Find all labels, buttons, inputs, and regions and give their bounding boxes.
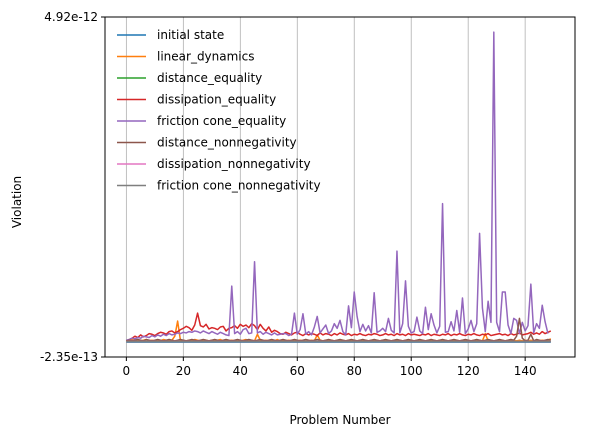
x-axis-ticks: 0 20 40 60 80 100 120 140 [123,357,537,378]
x-tick-label: 0 [123,364,131,378]
y-axis-ticks: -2.35e-13 4.92e-12 [40,10,105,364]
y-tick-label: 4.92e-12 [44,10,98,24]
plot-frame [104,16,576,358]
legend-label-friction-cone-equality: friction cone_equality [157,114,286,128]
x-tick-label: 40 [233,364,248,378]
legend-label-distance-nonnegativity: distance_nonnegativity [157,136,297,150]
x-tick-label: 100 [400,364,423,378]
legend-label-distance-equality: distance_equality [157,71,262,85]
grid-lines [125,17,526,357]
x-tick-label: 120 [457,364,480,378]
legend-label-linear-dynamics: linear_dynamics [157,50,255,64]
x-tick-label: 20 [176,364,191,378]
legend-label-friction-cone-nonnegativity: friction cone_nonnegativity [157,179,321,193]
series-lines [126,31,552,343]
legend-label-initial-state: initial state [157,28,224,42]
legend-label-dissipation-nonnegativity: dissipation_nonnegativity [157,157,311,171]
series-line-friction-cone-equality [126,31,549,341]
x-tick-label: 60 [290,364,305,378]
y-axis-label: Violation [10,176,24,228]
x-tick-label: 80 [347,364,362,378]
series-line-dissipation-equality [126,312,552,342]
legend: initial state linear_dynamics distance_equ… [117,28,321,193]
legend-label-dissipation-equality: dissipation_equality [157,93,276,107]
y-tick-label: -2.35e-13 [40,350,98,364]
x-tick-label: 140 [514,364,537,378]
x-axis-label: Problem Number [289,413,390,427]
series-line-distance-nonnegativity [126,317,551,342]
